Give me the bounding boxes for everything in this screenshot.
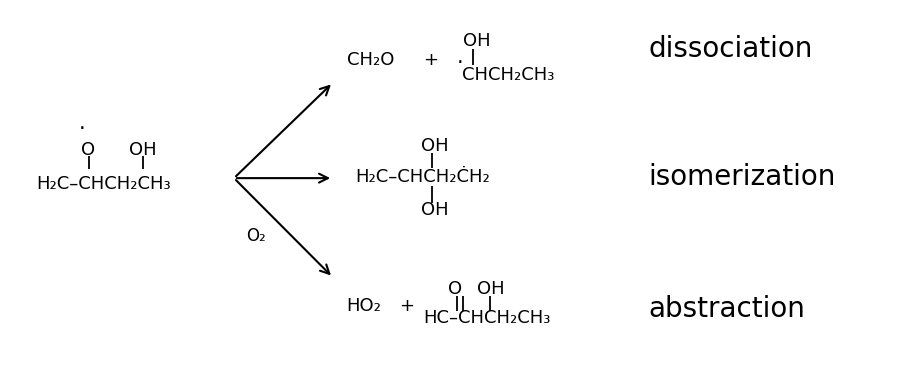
Text: dissociation: dissociation (648, 35, 813, 63)
Text: OH: OH (129, 141, 157, 159)
Text: HO₂: HO₂ (346, 297, 382, 315)
Text: O: O (448, 280, 463, 298)
Text: H₂C–CHCH₂CH₃: H₂C–CHCH₂CH₃ (36, 175, 171, 193)
Text: O₂: O₂ (246, 227, 266, 245)
Text: ·: · (78, 119, 85, 140)
Text: O: O (81, 141, 95, 159)
Text: HC–CHCH₂CH₃: HC–CHCH₂CH₃ (423, 309, 551, 327)
Text: OH: OH (477, 280, 505, 298)
Text: OH: OH (421, 137, 449, 155)
Text: H₂C–CHCH₂ĊH₂: H₂C–CHCH₂ĊH₂ (356, 168, 490, 186)
Text: OH: OH (421, 201, 449, 219)
Text: +: + (423, 51, 438, 69)
Text: CH₂O: CH₂O (346, 51, 394, 69)
Text: abstraction: abstraction (648, 296, 805, 323)
Text: +: + (399, 297, 414, 315)
Text: OH: OH (464, 32, 491, 50)
Text: isomerization: isomerization (648, 164, 835, 191)
Text: CHCH₂CH₃: CHCH₂CH₃ (462, 66, 554, 84)
Text: ·: · (457, 53, 464, 73)
